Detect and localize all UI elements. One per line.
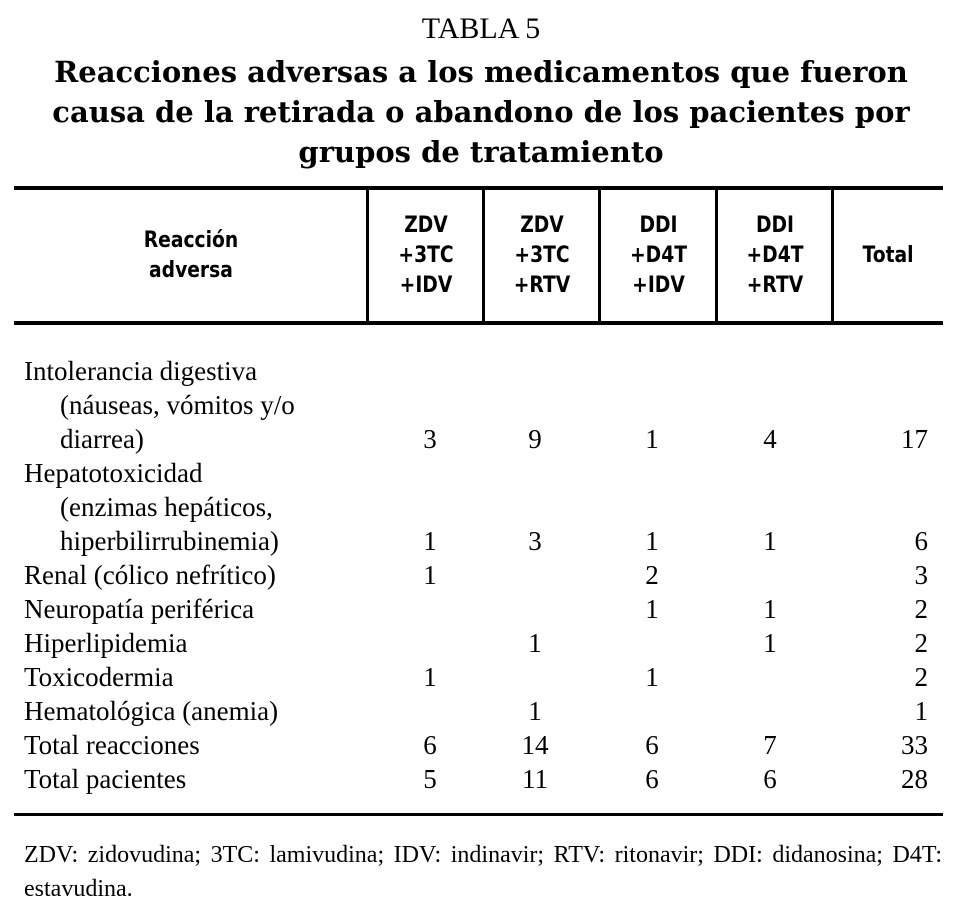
- column-divider: [598, 189, 601, 323]
- row-label: Neuropatía periférica: [24, 592, 364, 626]
- row-label: Hematológica (anemia): [24, 694, 364, 728]
- cell-value: 1: [423, 526, 437, 556]
- cell-value: 11: [522, 764, 548, 794]
- cell-value: 6: [645, 730, 659, 760]
- column-header-line: Total: [862, 243, 914, 268]
- cell-value: 1: [763, 628, 777, 658]
- column-divider: [482, 189, 485, 323]
- cell-total: 2: [914, 628, 929, 658]
- cell-total: 33: [901, 730, 928, 760]
- cell-value: 9: [528, 424, 542, 454]
- cell-value: 3: [423, 424, 437, 454]
- table-row: Toxicodermia 1 1 2: [0, 660, 962, 694]
- cell-value: 14: [521, 730, 549, 760]
- cell-total: 2: [914, 662, 929, 692]
- cell-value: 2: [645, 560, 659, 590]
- row-label: Toxicodermia: [24, 660, 364, 694]
- row-label-line: Hiperlipidemia: [24, 628, 188, 658]
- row-label: Hiperlipidemia: [24, 626, 364, 660]
- column-divider: [366, 189, 369, 323]
- table-row: Neuropatía periférica 1 1 2: [0, 592, 962, 626]
- cell-value: 6: [763, 764, 777, 794]
- cell-value: 1: [645, 594, 659, 624]
- column-header-line: +IDV: [399, 273, 453, 298]
- cell-value: 1: [645, 662, 659, 692]
- table-row: Total pacientes 5 11 6 6 28: [0, 762, 962, 796]
- table-row: Renal (cólico nefrítico) 1 2 3: [0, 558, 962, 592]
- column-header: ZDV +3TC +RTV: [493, 189, 592, 323]
- cell-value: 1: [528, 628, 542, 658]
- column-header-line: +D4T: [746, 243, 804, 268]
- column-divider: [715, 189, 718, 323]
- table-title: Reacciones adversas a los medicamentos q…: [52, 55, 910, 169]
- column-header-line: DDI: [755, 213, 794, 238]
- cell-value: 4: [763, 424, 777, 454]
- table-row: Hematológica (anemia) 1 1: [0, 694, 962, 728]
- cell-total: 28: [901, 764, 928, 794]
- row-label-line: Hematológica (anemia): [24, 696, 279, 726]
- column-divider: [831, 189, 834, 323]
- cell-value: 6: [423, 730, 437, 760]
- bottom-rule: [14, 813, 943, 816]
- column-header-line: DDI: [639, 213, 678, 238]
- table-row: Total reacciones 6 14 6 7 33: [0, 728, 962, 762]
- row-label: Intolerancia digestiva (náuseas, vómitos …: [24, 354, 364, 456]
- cell-value: 1: [763, 594, 777, 624]
- footnote: ZDV: zidovudina; 3TC: lamivudina; IDV: i…: [24, 842, 942, 902]
- cell-total: 6: [914, 526, 929, 556]
- row-label: Hepatotoxicidad (enzimas hepáticos, hiperb…: [24, 456, 364, 558]
- column-header: Reacción adversa: [41, 189, 342, 323]
- column-header-line: +3TC: [398, 243, 454, 268]
- header-rule: [14, 321, 943, 325]
- row-label: Renal (cólico nefrítico): [24, 558, 364, 592]
- cell-value: 1: [645, 526, 659, 556]
- column-header: Total: [841, 189, 935, 323]
- row-label-line: Renal (cólico nefrítico): [24, 560, 276, 590]
- table-row: Hepatotoxicidad (enzimas hepáticos, hiperb…: [0, 456, 962, 558]
- cell-value: 7: [763, 730, 777, 760]
- cell-value: 5: [423, 764, 437, 794]
- cell-value: 1: [423, 662, 437, 692]
- cell-value: 1: [423, 560, 437, 590]
- row-label-line: Hepatotoxicidad: [24, 458, 203, 488]
- row-label-line: Neuropatía periférica: [24, 594, 255, 624]
- table-row: Intolerancia digestiva (náuseas, vómitos …: [0, 354, 962, 456]
- cell-value: 6: [645, 764, 659, 794]
- row-label-line: Total pacientes: [24, 764, 187, 794]
- column-header-line: ZDV: [404, 213, 448, 238]
- row-label-line: Intolerancia digestiva: [24, 356, 258, 386]
- cell-value: 1: [528, 696, 542, 726]
- column-header-line: +IDV: [632, 273, 685, 298]
- column-header-line: Reacción: [143, 228, 239, 253]
- column-header-line: +D4T: [630, 243, 687, 268]
- cell-value: 1: [763, 526, 777, 556]
- row-label-line: Total reacciones: [24, 730, 200, 760]
- column-header-line: +3TC: [514, 243, 570, 268]
- cell-value: 3: [528, 526, 542, 556]
- table-row: Hiperlipidemia 1 1 2: [0, 626, 962, 660]
- row-label-line: diarrea): [60, 424, 144, 454]
- top-rule: [14, 186, 943, 190]
- row-label: Total pacientes: [24, 762, 364, 796]
- cell-total: 1: [914, 696, 929, 726]
- row-label: Total reacciones: [24, 728, 364, 762]
- column-header: DDI +D4T +RTV: [726, 189, 825, 323]
- table-number: TABLA 5: [421, 12, 541, 45]
- row-label-line: hiperbilirrubinemia): [60, 526, 279, 556]
- column-header-line: +RTV: [746, 273, 804, 298]
- row-label-line: (náuseas, vómitos y/o: [60, 390, 295, 420]
- cell-total: 3: [914, 560, 929, 590]
- cell-total: 17: [901, 424, 928, 454]
- row-label-line: (enzimas hepáticos,: [60, 492, 273, 522]
- cell-value: 1: [645, 424, 659, 454]
- column-header: ZDV +3TC +IDV: [377, 189, 476, 323]
- column-header-line: +RTV: [513, 273, 571, 298]
- column-header-line: ZDV: [520, 213, 564, 238]
- row-label-line: Toxicodermia: [24, 662, 174, 692]
- column-header: DDI +D4T +IDV: [609, 189, 708, 323]
- column-header-line: adversa: [149, 258, 233, 283]
- cell-total: 2: [914, 594, 929, 624]
